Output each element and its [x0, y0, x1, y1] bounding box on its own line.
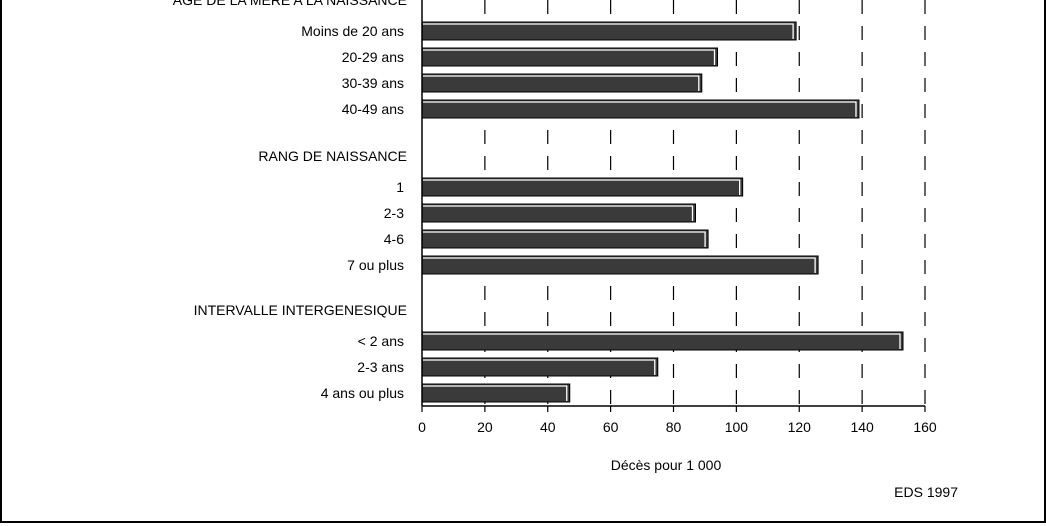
category-label: 4-6 — [384, 231, 404, 247]
category-label: 1 — [396, 179, 404, 195]
bar-highlight — [423, 231, 706, 247]
category-label: 20-29 ans — [342, 49, 404, 65]
bar — [421, 383, 571, 403]
category-label: 40-49 ans — [342, 101, 404, 117]
x-tick-label: 120 — [788, 419, 812, 435]
category-label: 7 ou plus — [347, 257, 404, 273]
bar — [421, 73, 703, 93]
bar-highlight — [423, 23, 794, 39]
bar-highlight — [423, 49, 716, 65]
group-title: AGE DE LA MERE A LA NAISSANCE — [173, 0, 407, 8]
bar — [421, 255, 819, 275]
bar-highlight — [423, 385, 568, 401]
category-labels: AGE DE LA MERE A LA NAISSANCE Moins de 20… — [173, 0, 407, 401]
category-label: 4 ans ou plus — [321, 385, 404, 401]
bar-highlight — [423, 205, 694, 221]
x-tick-label: 140 — [850, 419, 874, 435]
group-title: RANG DE NAISSANCE — [258, 148, 407, 164]
x-tick-label: 0 — [418, 419, 426, 435]
bar — [421, 99, 860, 119]
x-axis: 0 20 40 60 80 100 120 140 160 — [418, 0, 937, 435]
bars — [421, 21, 904, 403]
bar-highlight — [423, 333, 901, 349]
category-label: 30-39 ans — [342, 75, 404, 91]
category-label: < 2 ans — [358, 333, 404, 349]
x-tick-label: 160 — [913, 419, 937, 435]
bar-highlight — [423, 101, 857, 117]
bar — [421, 47, 719, 67]
category-label: 2-3 ans — [357, 359, 404, 375]
x-tick-label: 80 — [666, 419, 682, 435]
bar — [421, 21, 797, 41]
x-tick-label: 40 — [540, 419, 556, 435]
bar — [421, 203, 697, 223]
category-label: Moins de 20 ans — [301, 23, 404, 39]
bar — [421, 357, 659, 377]
group-title: INTERVALLE INTERGENESIQUE — [194, 302, 407, 318]
bar — [421, 229, 709, 249]
bar-highlight — [423, 179, 741, 195]
x-tick-label: 60 — [603, 419, 619, 435]
bar — [421, 177, 744, 197]
x-axis-title: Décès pour 1 000 — [611, 457, 722, 473]
category-label: 2-3 — [384, 205, 404, 221]
bar-highlight — [423, 359, 656, 375]
x-tick-label: 100 — [725, 419, 749, 435]
bar — [421, 331, 904, 351]
x-tick-label: 20 — [477, 419, 493, 435]
bar-highlight — [423, 257, 816, 273]
bar-highlight — [423, 75, 700, 91]
source-note: EDS 1997 — [894, 484, 958, 500]
